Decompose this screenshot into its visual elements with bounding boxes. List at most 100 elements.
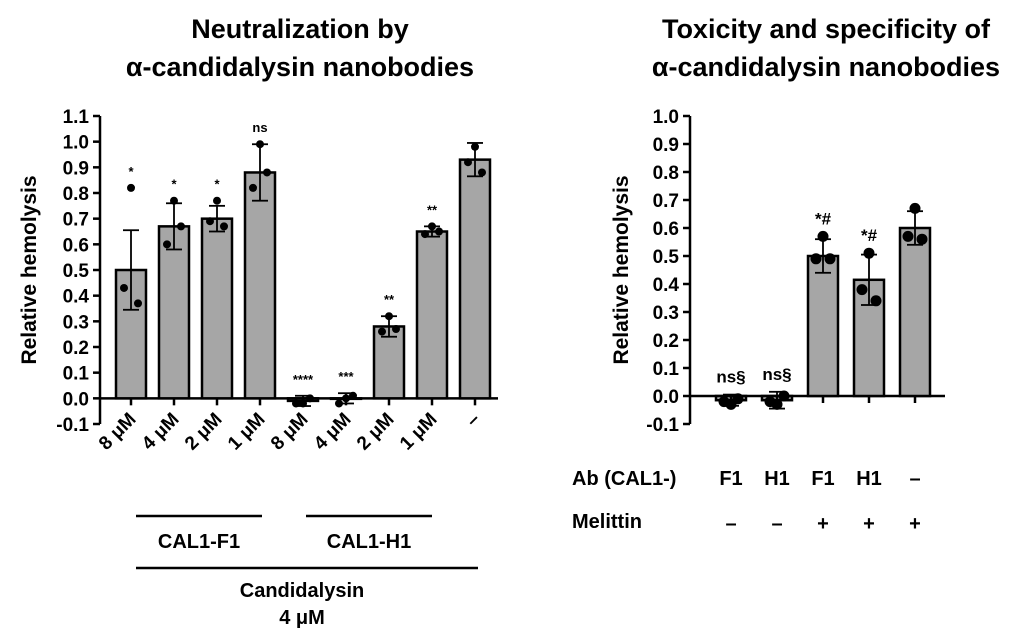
right-data-point (817, 230, 829, 242)
left-significance-label: ** (384, 292, 395, 307)
left-data-point (213, 196, 221, 205)
left-y-tick-label: 0.0 (63, 389, 89, 410)
right-bar (898, 226, 932, 398)
left-category-label: 8 μM (267, 409, 312, 454)
right-y-tick-label: 1.0 (653, 107, 679, 128)
left-y-tick-label: 0.7 (63, 210, 89, 231)
group-label-cal1-f1: CAL1-F1 (158, 531, 240, 553)
left-data-point (177, 222, 185, 231)
left-significance-label: *** (338, 369, 354, 384)
left-data-point (263, 168, 271, 177)
condition-value: F1 (719, 468, 742, 490)
left-y-tick-label: 0.8 (63, 184, 89, 205)
left-significance-label: ns (252, 120, 267, 135)
condition-value: + (817, 513, 829, 535)
right-significance-label: ns§ (762, 365, 791, 384)
right-significance-label: ns§ (716, 368, 745, 387)
left-title-line1: Neutralization by (191, 14, 409, 44)
left-significance-label: * (171, 177, 177, 192)
right-y-tick-label: -0.1 (646, 415, 679, 436)
left-data-point (435, 227, 443, 236)
condition-row-label-melittin: Melittin (572, 511, 642, 533)
left-data-point (249, 183, 257, 192)
left-category-label: 1 μM (224, 409, 269, 454)
left-category-label: 1 μM (396, 409, 441, 454)
right-data-point (909, 202, 921, 214)
left-bar (200, 217, 234, 400)
left-data-point (256, 140, 264, 149)
condition-value: H1 (764, 468, 790, 490)
left-y-tick-label: 0.5 (63, 261, 90, 282)
right-data-point (778, 390, 790, 402)
right-y-tick-label: 0.2 (653, 331, 679, 352)
left-data-point (478, 168, 486, 177)
left-data-point (342, 394, 350, 403)
left-y-tick-label: 0.3 (63, 312, 89, 333)
condition-value: + (863, 513, 875, 535)
left-data-point (421, 230, 429, 239)
left-y-tick-label: 0.2 (63, 338, 89, 359)
left-data-point (299, 399, 307, 408)
right-data-point (824, 253, 836, 265)
left-significance-label: **** (293, 372, 314, 387)
right-data-point (870, 295, 882, 307)
left-category-label: 2 μM (353, 409, 398, 454)
left-significance-label: ** (427, 202, 438, 217)
left-category-label: 2 μM (181, 409, 226, 454)
left-y-tick-label: 0.9 (63, 158, 89, 179)
supergroup-label-line1: Candidalysin (240, 580, 364, 602)
right-y-tick-label: 0.8 (653, 163, 679, 184)
left-bar (243, 171, 277, 400)
left-y-tick-label: 1.1 (63, 107, 90, 128)
right-y-tick-label: 0.6 (653, 219, 679, 240)
left-bar (157, 225, 191, 400)
left-y-tick-label: 0.4 (63, 287, 90, 308)
right-data-point (732, 393, 744, 405)
left-y-tick-label: -0.1 (56, 415, 89, 436)
left-significance-label: * (214, 177, 220, 192)
right-title-line2: α-candidalysin nanobodies (652, 52, 1000, 82)
right-data-point (916, 233, 928, 245)
left-data-point (206, 217, 214, 226)
right-y-tick-label: 0.0 (653, 387, 679, 408)
right-data-point (902, 230, 914, 242)
left-data-point (464, 158, 472, 167)
right-y-tick-label: 0.9 (653, 135, 679, 156)
condition-value: – (909, 468, 920, 490)
left-bar (415, 230, 449, 400)
right-title-line1: Toxicity and specificity of (662, 14, 991, 44)
right-y-tick-label: 0.3 (653, 303, 679, 324)
right-y-tick-label: 0.1 (653, 359, 680, 380)
left-bar (458, 158, 492, 400)
right-y-axis-label: Relative hemolysis (610, 175, 633, 364)
right-significance-label: *# (815, 209, 832, 228)
right-bar (806, 254, 840, 398)
left-data-point (378, 327, 386, 336)
right-data-point (718, 396, 730, 408)
condition-row-label-ab: Ab (CAL1-) (572, 468, 676, 490)
left-y-axis-label: Relative hemolysis (18, 175, 41, 364)
left-data-point (385, 312, 393, 321)
condition-value: – (771, 513, 782, 535)
left-data-point (471, 142, 479, 151)
left-data-point (220, 222, 228, 231)
left-category-label: – (462, 409, 484, 431)
left-data-point (127, 183, 135, 192)
left-data-point (163, 240, 171, 249)
right-data-point (810, 253, 822, 265)
left-y-tick-label: 1.0 (63, 133, 89, 154)
left-significance-label: * (128, 164, 134, 179)
condition-values: F1 H1 F1 H1 – – – + + + (719, 468, 921, 535)
right-y-tick-label: 0.4 (653, 275, 680, 296)
left-data-point (306, 394, 314, 403)
left-y-tick-label: 0.6 (63, 235, 89, 256)
condition-value: H1 (856, 468, 882, 490)
left-data-point (120, 283, 128, 292)
group-label-cal1-h1: CAL1-H1 (327, 531, 411, 553)
left-category-label: 8 μM (95, 409, 140, 454)
left-chart: -0.1 0.0 0.1 0.2 0.3 0.4 0.5 0.6 0.7 0.8 0.9 1.0 1.1… (56, 107, 498, 454)
right-data-point (764, 396, 776, 408)
left-data-point (349, 391, 357, 400)
left-data-point (392, 325, 400, 334)
